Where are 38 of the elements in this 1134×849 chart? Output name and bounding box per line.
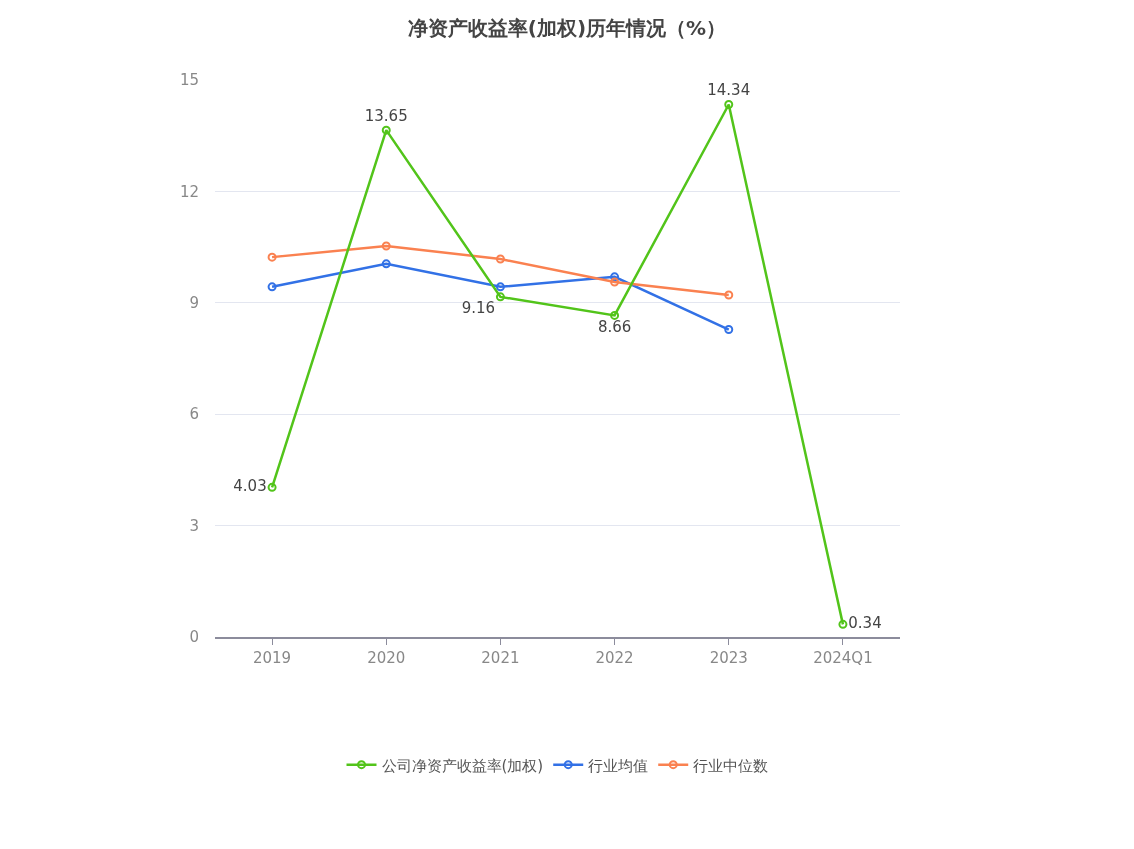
legend-label: 行业均值 [588,756,649,775]
point [381,241,391,251]
data-label: 0.34 [848,614,882,633]
legend-label: 公司净资产收益率(加权) [381,756,544,775]
y-tick-label: 15 [179,71,199,90]
x-tick-label: 2024Q1 [813,648,873,667]
data-label: 4.03 [233,477,267,496]
point [495,292,505,302]
data-label: 9.16 [461,299,496,318]
y-tick-label: 3 [189,516,199,535]
x-tick-label: 2023 [709,648,748,667]
point [381,125,391,135]
point [267,482,277,492]
data-label: 8.66 [597,318,632,337]
y-tick-label: 0 [189,628,199,647]
x-tick-label: 2019 [252,648,292,667]
point [724,290,734,300]
data-label: 14.34 [707,81,751,100]
y-tick-label: 9 [189,294,199,313]
point [724,325,734,335]
x-tick-label: 2021 [481,648,520,667]
point [610,310,620,320]
point [724,100,734,110]
point [495,282,505,292]
y-tick-label: 6 [189,405,199,424]
x-tick-label: 2022 [595,648,634,667]
point [267,252,277,262]
point [381,259,391,269]
chart-title: 净资产收益率(加权)历年情况（%） [407,16,727,41]
point [495,254,505,264]
point [610,277,620,287]
point [610,272,620,282]
point [838,619,848,629]
point [267,282,277,292]
y-tick-label: 12 [179,182,199,201]
legend-label: 行业中位数 [693,756,769,775]
x-tick-label: 2020 [367,648,406,667]
data-label: 13.65 [364,107,408,126]
